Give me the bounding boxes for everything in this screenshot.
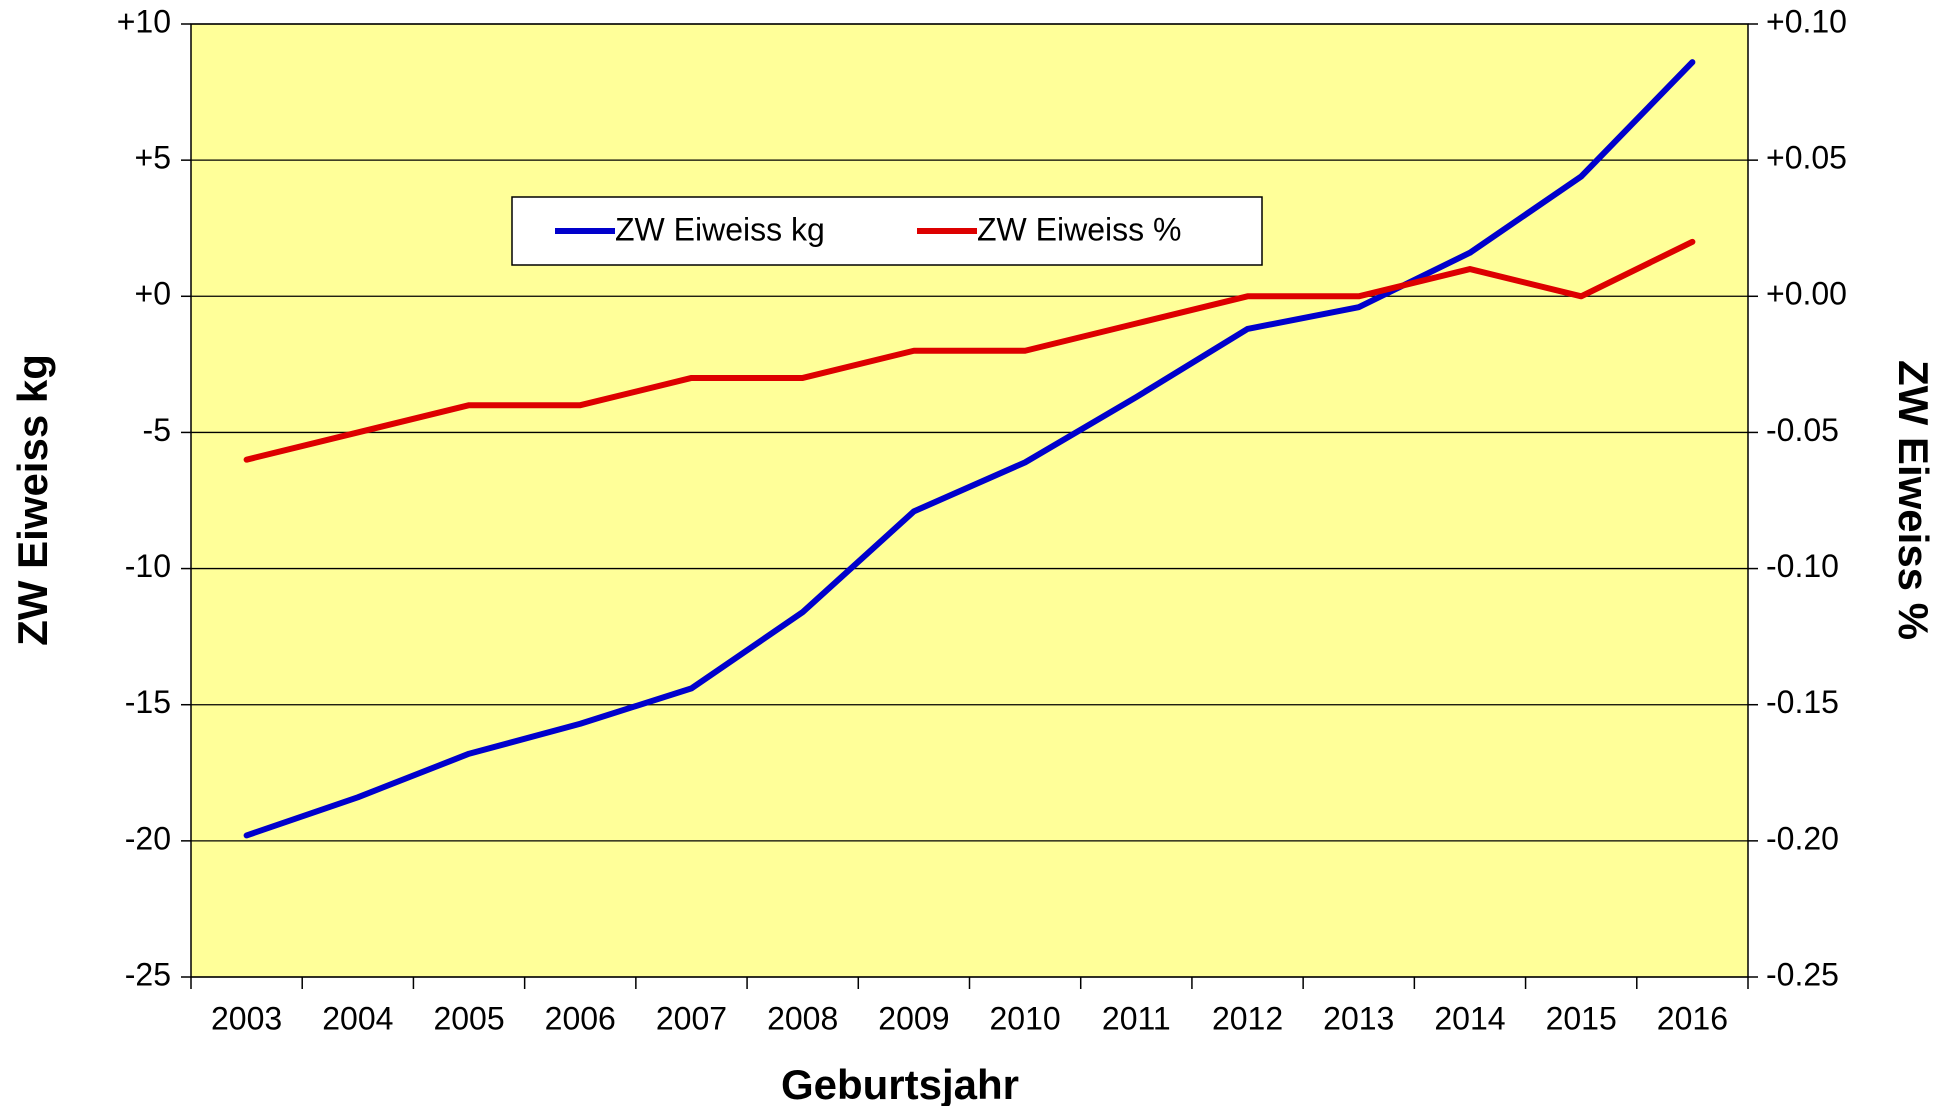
y-tick-label: -20 bbox=[125, 820, 171, 856]
legend-label: ZW Eiweiss kg bbox=[615, 211, 825, 247]
y-tick-label: +10 bbox=[117, 3, 171, 39]
x-tick-label: 2013 bbox=[1323, 1000, 1394, 1036]
x-tick-label: 2011 bbox=[1102, 1000, 1171, 1036]
x-axis-title: Geburtsjahr bbox=[781, 1061, 1019, 1106]
y2-tick-label: -0.10 bbox=[1766, 548, 1839, 584]
y2-tick-label: -0.15 bbox=[1766, 684, 1839, 720]
x-tick-label: 2008 bbox=[767, 1000, 838, 1036]
plot-area bbox=[191, 24, 1748, 977]
y2-tick-label: +0.10 bbox=[1766, 3, 1847, 39]
data-line bbox=[243, 59, 1696, 839]
x-tick-label: 2012 bbox=[1212, 1000, 1283, 1036]
y-tick-label: -5 bbox=[143, 412, 171, 448]
data-line bbox=[243, 238, 1696, 463]
x-tick-label: 2006 bbox=[545, 1000, 616, 1036]
y2-tick-label: -0.25 bbox=[1766, 956, 1839, 992]
y-tick-label: -25 bbox=[125, 956, 171, 992]
x-tick-label: 2009 bbox=[878, 1000, 949, 1036]
y-tick-label: +0 bbox=[135, 276, 171, 312]
x-tick-label: 2010 bbox=[990, 1000, 1061, 1036]
y-tick-label: +5 bbox=[135, 140, 171, 176]
legend-label: ZW Eiweiss % bbox=[977, 211, 1181, 247]
legend-box bbox=[511, 196, 1263, 266]
y2-tick-label: +0.05 bbox=[1766, 140, 1847, 176]
x-tick-label: 2014 bbox=[1434, 1000, 1505, 1036]
x-tick-label: 2007 bbox=[656, 1000, 727, 1036]
x-tick-label: 2003 bbox=[211, 1000, 282, 1036]
y2-tick-label: -0.20 bbox=[1766, 820, 1839, 856]
x-tick-label: 2016 bbox=[1657, 1000, 1728, 1036]
y-axis-title: ZW Eiweiss kg bbox=[9, 354, 56, 646]
y-tick-label: -10 bbox=[125, 548, 171, 584]
x-tick-label: 2015 bbox=[1546, 1000, 1617, 1036]
x-tick-label: 2004 bbox=[322, 1000, 393, 1036]
y2-axis-title: ZW Eiweiss % bbox=[1890, 360, 1937, 640]
y2-tick-label: -0.05 bbox=[1766, 412, 1839, 448]
legend: ZW Eiweiss kg ZW Eiweiss % bbox=[511, 196, 1263, 266]
y-tick-label: -15 bbox=[125, 684, 171, 720]
y2-tick-label: +0.00 bbox=[1766, 276, 1847, 312]
x-tick-label: 2005 bbox=[433, 1000, 504, 1036]
